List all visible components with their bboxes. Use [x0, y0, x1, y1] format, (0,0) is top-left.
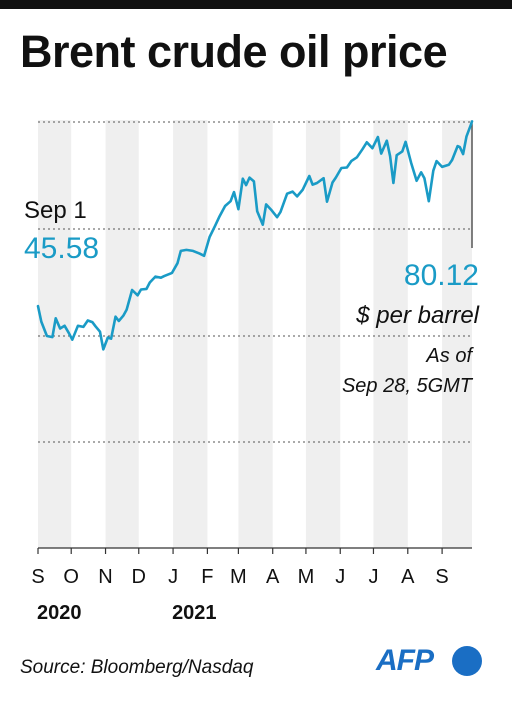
month-band	[373, 120, 408, 548]
x-tick-label: A	[401, 566, 415, 588]
x-tick-label: S	[435, 566, 448, 588]
month-band	[238, 120, 273, 548]
x-tick-label: J	[368, 566, 378, 588]
month-band	[442, 120, 472, 548]
x-tick-label: J	[168, 566, 178, 588]
start-value-label: 45.58	[24, 232, 99, 265]
logo-text: AFP	[376, 644, 434, 677]
x-tick-label: D	[132, 566, 146, 588]
x-axis	[37, 547, 472, 554]
x-tick-label: F	[201, 566, 213, 588]
x-tick-label: J	[335, 566, 345, 588]
page-title: Brent crude oil price	[20, 26, 448, 77]
logo-dot-icon	[452, 646, 482, 676]
year-label-2021: 2021	[172, 602, 217, 624]
x-tick-label: S	[31, 566, 44, 588]
series-line	[36, 120, 474, 351]
x-tick-label: O	[63, 566, 79, 588]
year-label-2020: 2020	[37, 602, 82, 624]
x-tick-label: N	[98, 566, 112, 588]
top-rule	[0, 0, 512, 9]
month-band	[305, 120, 341, 548]
x-tick-label: A	[266, 566, 280, 588]
start-date-label: Sep 1	[24, 197, 87, 224]
unit-label: $ per barrel	[355, 302, 479, 329]
as-of-date-label: Sep 28, 5GMT	[342, 375, 474, 397]
month-band	[105, 120, 139, 548]
x-tick-label: M	[230, 566, 247, 588]
gridlines	[38, 121, 472, 443]
x-tick-label: M	[298, 566, 315, 588]
month-band	[173, 120, 208, 548]
as-of-label: As of	[425, 345, 474, 367]
end-value-label: 80.12	[404, 259, 479, 292]
source-note: Source: Bloomberg/Nasdaq	[20, 657, 254, 678]
month-band	[38, 120, 72, 548]
afp-logo: AFP	[376, 644, 496, 680]
